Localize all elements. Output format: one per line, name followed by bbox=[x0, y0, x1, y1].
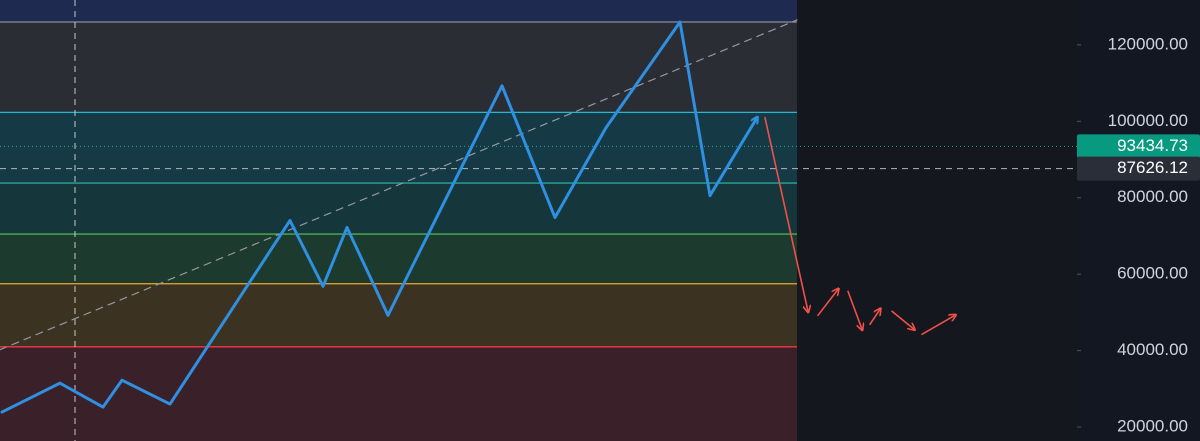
future-area bbox=[797, 0, 1077, 441]
series-line bbox=[0, 20, 757, 414]
price-label-box bbox=[1077, 156, 1200, 181]
y-tick-label: 80000.00 bbox=[1117, 187, 1188, 206]
price-label: 93434.73 bbox=[1117, 136, 1188, 155]
level-band bbox=[0, 21, 797, 113]
series-line bbox=[847, 290, 862, 329]
y-tick-label: 60000.00 bbox=[1117, 264, 1188, 283]
series-line bbox=[921, 315, 955, 336]
series-line bbox=[891, 310, 914, 329]
series-line bbox=[764, 116, 808, 312]
level-band bbox=[0, 346, 797, 441]
price-label: 87626.12 bbox=[1117, 158, 1188, 177]
y-tick-label: 20000.00 bbox=[1117, 417, 1188, 436]
series-line bbox=[817, 289, 838, 317]
level-band bbox=[0, 112, 797, 184]
series-line bbox=[0, 19, 798, 351]
y-tick-label: 40000.00 bbox=[1117, 340, 1188, 359]
level-band bbox=[0, 183, 797, 235]
price-label-box bbox=[1077, 134, 1200, 159]
level-band bbox=[0, 234, 797, 284]
y-tick-label: 100000.00 bbox=[1108, 111, 1188, 130]
y-tick-label: 120000.00 bbox=[1108, 34, 1188, 53]
series-line bbox=[869, 309, 880, 326]
